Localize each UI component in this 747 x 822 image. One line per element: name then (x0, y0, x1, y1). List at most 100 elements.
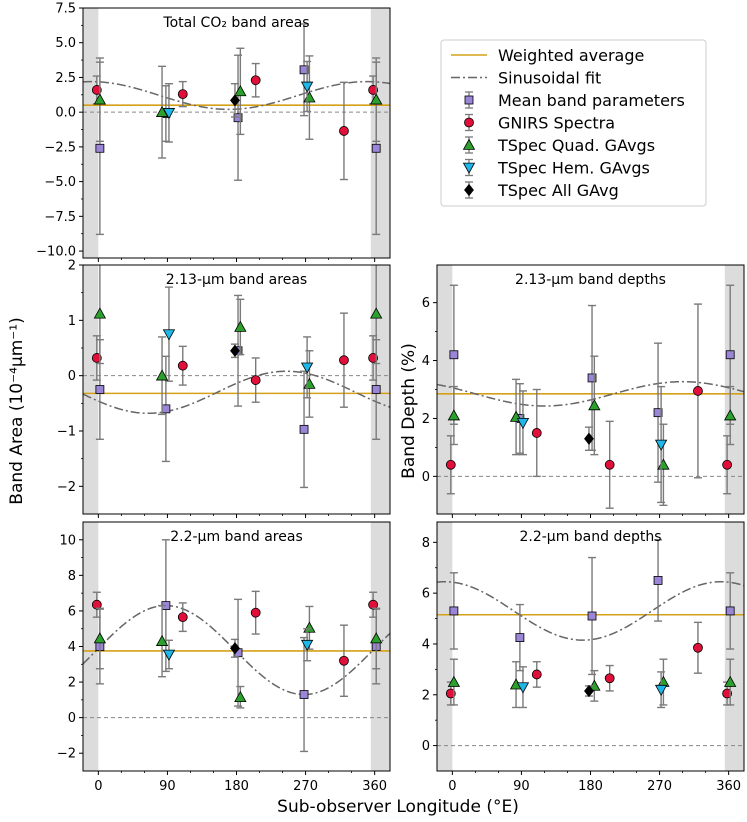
data-point-gnirs (177, 360, 188, 371)
panel-h22-area: 10 8 6 4 2 0 −2 0 90 180 270 360 2.2-μm band areas (57, 521, 391, 794)
data-point-gnirs (368, 353, 379, 363)
data-point-mean (653, 576, 663, 585)
legend-item-gnirs: GNIRS Spectra (464, 114, 615, 133)
data-point-gnirs (91, 599, 102, 610)
series-all (230, 343, 240, 359)
panels: 7.5 5.0 2.5 0.0 −2.5 −5.0 −7.5 −10.0 Total CO₂ b… (36, 2, 745, 794)
data-point-gnirs (445, 459, 456, 470)
data-point-gnirs (693, 386, 703, 396)
y-tick-label: 4 (422, 637, 430, 652)
series-mean (95, 23, 381, 236)
data-point-quad (93, 307, 107, 319)
legend-marker-gnirs (464, 117, 474, 128)
panel-title: 2.13-μm band areas (166, 272, 307, 288)
y-tick-label: 1 (68, 314, 76, 329)
series-quad (93, 265, 383, 418)
shaded-region (437, 522, 453, 771)
data-point-quad (370, 93, 383, 105)
shaded-region (437, 265, 453, 514)
data-point-quad (303, 377, 316, 389)
legend-item-weighted: Weighted average (451, 46, 644, 65)
x-tick-label: 0 (448, 779, 456, 794)
data-point-quad (155, 634, 169, 646)
plot-area (437, 265, 744, 514)
shaded-region (83, 265, 99, 514)
series-mean (95, 294, 381, 489)
plot-area (83, 265, 390, 514)
depth-y-axis-label: Band Depth (%) (399, 343, 419, 479)
series-hem (162, 286, 314, 399)
data-point-mean (299, 65, 309, 75)
data-point-quad (588, 399, 601, 411)
data-point-gnirs (604, 459, 615, 470)
x-axis: 0 90 180 270 360 (94, 771, 387, 794)
data-point-gnirs (531, 669, 542, 680)
shaded-region (83, 8, 99, 258)
legend: Weighted average Sinusoidal fit Mean band … (440, 39, 707, 207)
y-tick-label: 6 (422, 587, 430, 602)
data-point-all (230, 344, 240, 357)
legend-item-hem: TSpec Hem. GAvgs (462, 159, 650, 178)
legend-label: GNIRS Spectra (498, 114, 615, 133)
data-point-quad (155, 369, 169, 381)
data-point-mean (449, 606, 459, 616)
y-tick-label: 2 (68, 259, 76, 274)
series-quad (447, 355, 737, 507)
data-point-hem (162, 108, 176, 120)
x-tick-label: 270 (647, 779, 672, 794)
panel-h22-depth: 8 6 4 2 0 0 90 180 270 360 2.2-μm band depths (422, 521, 745, 794)
series-gnirs (445, 303, 733, 509)
data-point-mean (371, 385, 381, 394)
series-all (230, 638, 240, 658)
data-point-mean (371, 143, 381, 153)
x-tick-label: 180 (224, 779, 249, 794)
series-quad (93, 604, 383, 709)
shaded-region (724, 522, 744, 771)
x-tick-label: 90 (513, 779, 530, 794)
y-axis: 10 8 6 4 2 0 −2 (57, 533, 83, 762)
data-point-quad (724, 675, 737, 687)
data-point-gnirs (177, 612, 188, 623)
plot-area (83, 522, 390, 771)
series-all (584, 426, 594, 452)
x-tick-label: 360 (362, 779, 387, 794)
y-tick-label: −5.0 (44, 175, 76, 190)
x-tick-label: 360 (716, 779, 741, 794)
legend-label: TSpec All GAvg (497, 181, 619, 200)
x-axis: 0 90 180 270 360 (448, 771, 741, 794)
series-mean (95, 539, 381, 753)
y-tick-label: 0 (422, 739, 430, 754)
y-tick-label: 4 (422, 354, 430, 369)
series-gnirs (445, 621, 733, 706)
y-tick-label: 2 (422, 412, 430, 427)
y-tick-label: −7.5 (44, 210, 76, 225)
legend-label: TSpec Hem. GAvgs (497, 159, 650, 178)
x-axis (451, 514, 730, 518)
series-hem (162, 628, 314, 670)
data-point-mean (725, 606, 735, 616)
data-point-quad (93, 632, 107, 644)
y-tick-label: 10 (59, 533, 76, 548)
data-point-quad (303, 621, 316, 633)
y-tick-label: 8 (422, 536, 430, 551)
y-tick-label: 8 (68, 569, 76, 584)
panel-h213-depth: 6 4 2 0 2.13-μm band depths (422, 264, 745, 518)
data-point-quad (724, 409, 737, 421)
data-point-gnirs (91, 85, 102, 95)
data-point-mean (95, 143, 105, 153)
data-point-quad (234, 85, 247, 97)
data-point-mean (161, 404, 171, 414)
data-point-quad (93, 93, 107, 105)
data-point-all (584, 432, 594, 445)
series-hem (162, 60, 314, 143)
y-tick-label: −1 (57, 425, 76, 440)
data-point-quad (657, 458, 670, 470)
data-point-mean (725, 350, 735, 360)
y-tick-label: 4 (68, 640, 76, 655)
data-point-gnirs (445, 688, 456, 699)
y-tick-label: −10.0 (36, 245, 76, 260)
y-tick-label: 0 (68, 711, 76, 726)
data-point-gnirs (91, 353, 102, 363)
data-point-gnirs (693, 642, 703, 653)
